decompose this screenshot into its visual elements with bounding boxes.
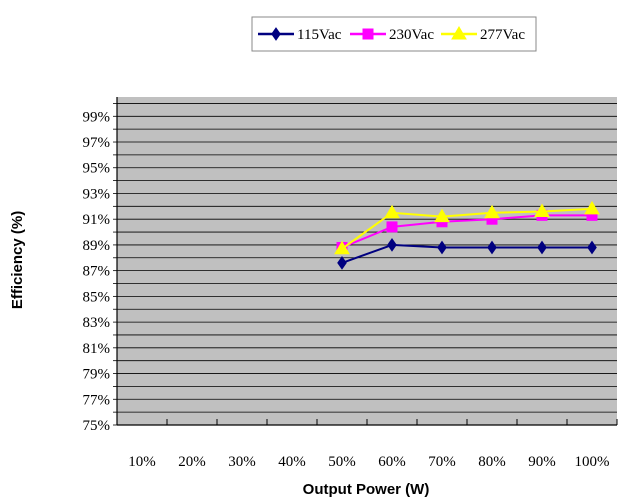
legend-box bbox=[251, 16, 537, 52]
series-115Vac bbox=[337, 238, 597, 270]
y-tick-label-87: 87% bbox=[83, 264, 111, 280]
y-tick-label-97: 97% bbox=[83, 135, 111, 151]
legend: 115Vac 230Vac 277Vac bbox=[251, 16, 537, 52]
x-tick-label-5: 60% bbox=[378, 454, 406, 470]
x-tick-label-3: 40% bbox=[278, 454, 306, 470]
x-tick-label-0: 10% bbox=[128, 454, 156, 470]
data-point-115Vac-100% bbox=[587, 240, 597, 255]
x-tick-label-8: 90% bbox=[528, 454, 556, 470]
plot-background bbox=[117, 97, 617, 425]
y-tick-label-91: 91% bbox=[83, 212, 111, 228]
y-tick-label-99: 99% bbox=[83, 109, 111, 125]
series-line-277Vac bbox=[341, 207, 593, 250]
x-tick-label-9: 100% bbox=[575, 454, 610, 470]
legend-label-115Vac: 115Vac bbox=[297, 27, 342, 43]
data-point-277Vac-70% bbox=[434, 208, 450, 223]
data-point-277Vac-50% bbox=[334, 240, 350, 255]
data-point-115Vac-70% bbox=[437, 240, 447, 255]
legend-marker-277Vac bbox=[451, 26, 467, 40]
y-tick-label-79: 79% bbox=[83, 367, 111, 383]
y-tick-label-85: 85% bbox=[83, 289, 111, 305]
legend-label-277Vac: 277Vac bbox=[480, 27, 525, 43]
y-tick-label-77: 77% bbox=[83, 392, 111, 408]
legend-marker-115Vac bbox=[271, 27, 281, 41]
data-point-277Vac-80% bbox=[484, 204, 500, 219]
y-tick-label-75: 75% bbox=[83, 418, 111, 434]
data-point-115Vac-50% bbox=[337, 256, 347, 270]
y-tick-label-89: 89% bbox=[83, 238, 111, 254]
series-line-230Vac bbox=[341, 214, 592, 249]
y-tick-labels: 75% 77% 79% 81% 83% 85% 87% 89% 91% 93% 95% 97% 99% bbox=[83, 109, 111, 434]
x-tick-label-7: 80% bbox=[478, 454, 506, 470]
data-point-277Vac-100% bbox=[584, 200, 600, 215]
data-point-115Vac-80% bbox=[487, 240, 497, 255]
data-point-277Vac-60% bbox=[384, 204, 400, 219]
series-277Vac bbox=[334, 200, 600, 255]
x-axis-title: Output Power (W) bbox=[303, 481, 430, 498]
x-tick-label-6: 70% bbox=[428, 454, 456, 470]
y-tick-label-93: 93% bbox=[83, 186, 111, 202]
data-point-115Vac-90% bbox=[537, 240, 547, 255]
data-point-277Vac-90% bbox=[534, 203, 550, 217]
data-point-230Vac-60% bbox=[386, 221, 398, 233]
series-line-115Vac bbox=[341, 243, 592, 264]
y-tick-label-83: 83% bbox=[83, 315, 111, 331]
x-tick-label-2: 30% bbox=[228, 454, 256, 470]
y-tick-label-81: 81% bbox=[83, 341, 111, 357]
x-tick-label-1: 20% bbox=[178, 454, 206, 470]
y-axis-title: Efficiency (%) bbox=[9, 211, 26, 309]
plot-area bbox=[113, 97, 618, 426]
legend-label-230Vac: 230Vac bbox=[389, 27, 434, 43]
x-tick-labels: 10% 20% 30% 40% 50% 60% 70% 80% 90% 100% bbox=[128, 454, 609, 470]
data-point-115Vac-60% bbox=[387, 238, 397, 252]
x-tick-label-4: 50% bbox=[328, 454, 356, 470]
legend-marker-230Vac bbox=[362, 28, 374, 40]
y-tick-label-95: 95% bbox=[83, 161, 111, 177]
